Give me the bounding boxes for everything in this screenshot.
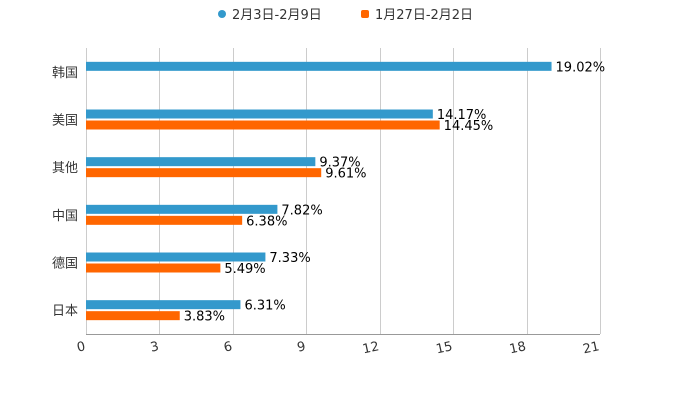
category-label: 美国 xyxy=(52,114,78,129)
bar-series-1[interactable] xyxy=(86,300,241,310)
legend-label[interactable]: 2月3日-2月9日 xyxy=(232,8,322,23)
data-label: 9.61% xyxy=(325,167,366,182)
data-label: 3.83% xyxy=(184,310,225,325)
bar-series-1[interactable] xyxy=(86,204,278,214)
data-label: 9.37% xyxy=(319,156,360,171)
data-label: 14.17% xyxy=(437,108,487,123)
x-tick-label: 12 xyxy=(361,339,380,357)
data-label: 6.38% xyxy=(246,214,287,229)
bar-series-2[interactable] xyxy=(86,311,180,321)
bar-series-1[interactable] xyxy=(86,157,316,167)
data-label: 14.45% xyxy=(444,119,494,134)
x-tick-label: 15 xyxy=(435,339,454,357)
data-label: 6.31% xyxy=(244,299,285,314)
category-label: 德国 xyxy=(52,257,78,272)
legend-marker-series-2[interactable] xyxy=(361,10,369,18)
x-tick-label: 0 xyxy=(76,339,87,355)
x-tick-label: 18 xyxy=(508,339,527,357)
bar-series-2[interactable] xyxy=(86,215,243,225)
x-tick-label: 3 xyxy=(149,339,160,355)
x-tick-label: 6 xyxy=(222,339,233,355)
bar-series-1[interactable] xyxy=(86,109,433,119)
legend-marker-series-1[interactable] xyxy=(218,10,226,18)
bar-series-2[interactable] xyxy=(86,263,221,273)
data-label: 5.49% xyxy=(224,262,265,277)
bar-series-1[interactable] xyxy=(86,252,266,262)
bar-series-1[interactable] xyxy=(86,61,552,71)
x-tick-label: 9 xyxy=(296,339,307,355)
bar-series-2[interactable] xyxy=(86,168,322,178)
category-label: 其他 xyxy=(52,161,78,176)
category-label: 日本 xyxy=(52,304,78,319)
bar-series-2[interactable] xyxy=(86,120,440,130)
legend-label[interactable]: 1月27日-2月2日 xyxy=(375,8,473,23)
data-label: 19.02% xyxy=(556,60,606,75)
data-label: 7.33% xyxy=(269,251,310,266)
data-label: 7.82% xyxy=(281,203,322,218)
category-label: 中国 xyxy=(52,209,78,224)
x-tick-label: 21 xyxy=(582,339,601,357)
category-label: 韩国 xyxy=(52,66,78,81)
